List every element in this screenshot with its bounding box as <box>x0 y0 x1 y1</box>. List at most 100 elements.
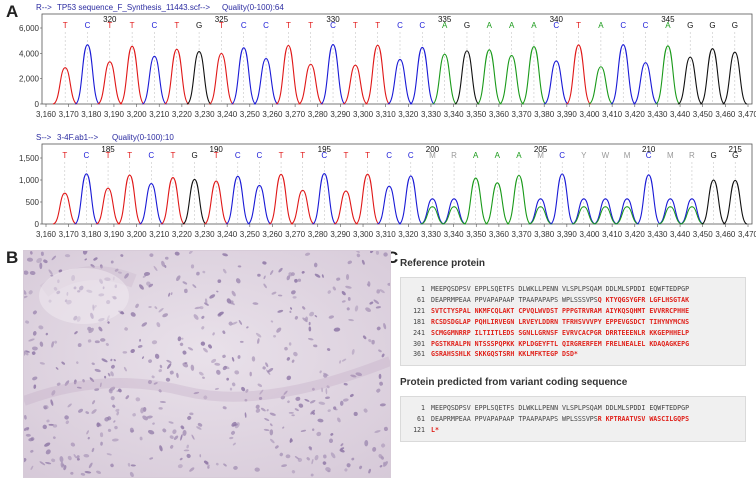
base-call-label: T <box>308 21 313 30</box>
cell-nucleus <box>285 454 291 459</box>
cell-nucleus <box>287 400 290 404</box>
base-call-label: G <box>710 151 716 160</box>
cell-nucleus <box>231 321 238 325</box>
base-call-label: A <box>509 21 515 30</box>
base-call-label: T <box>576 21 581 30</box>
cell-nucleus <box>92 400 96 405</box>
cell-nucleus <box>167 363 172 369</box>
cell-nucleus <box>60 461 64 468</box>
x-tick-label: 3,190 <box>104 230 125 239</box>
x-tick-label: 3,360 <box>489 230 510 239</box>
x-tick-label: 3,260 <box>262 110 283 119</box>
cell-nucleus <box>330 452 336 459</box>
cell-nucleus <box>135 303 139 309</box>
cell-nucleus <box>262 261 267 265</box>
x-tick-label: 3,390 <box>557 230 578 239</box>
x-tick-label: 3,350 <box>466 110 487 119</box>
cell-nucleus <box>91 409 97 414</box>
y-tick-label: 1,000 <box>19 176 40 185</box>
cell-nucleus <box>135 397 141 402</box>
trace-peak <box>52 192 77 225</box>
cell-nucleus <box>257 273 261 277</box>
x-tick-label: 3,160 <box>36 230 57 239</box>
base-call-label: C <box>152 21 158 30</box>
cell-nucleus <box>339 449 345 453</box>
cell-nucleus <box>222 253 228 257</box>
cell-nucleus <box>130 312 136 317</box>
cell-nucleus <box>196 426 202 430</box>
cell-nucleus <box>139 338 141 342</box>
trace-secondary-peak <box>528 206 553 225</box>
cell-nucleus <box>295 396 301 401</box>
trace-peak <box>320 44 346 105</box>
trace-peak <box>253 57 279 105</box>
cell-nucleus <box>70 442 76 447</box>
cell-nucleus <box>291 272 295 276</box>
cell-nucleus <box>365 307 371 312</box>
cell-nucleus <box>52 424 58 428</box>
cell-nucleus <box>82 379 85 383</box>
cell-nucleus <box>142 275 147 278</box>
bottom-trace-quality: Quality(0-100):10 <box>112 133 174 142</box>
cell-nucleus <box>30 465 34 470</box>
cell-nucleus <box>101 358 108 363</box>
cell-nucleus <box>84 471 92 474</box>
base-call-label: G <box>687 21 693 30</box>
cell-nucleus <box>379 289 385 294</box>
x-tick-label: 3,340 <box>444 110 465 119</box>
base-call-label: C <box>643 21 649 30</box>
cell-nucleus <box>39 362 45 365</box>
cell-nucleus <box>370 251 374 253</box>
cell-nucleus <box>222 330 226 335</box>
cell-nucleus <box>298 403 304 408</box>
base-call-label: G <box>709 21 715 30</box>
cell-nucleus <box>326 385 330 389</box>
cell-nucleus <box>125 395 130 400</box>
cell-nucleus <box>229 387 233 391</box>
cell-nucleus <box>197 422 203 427</box>
cell-nucleus <box>259 389 264 395</box>
trace-peak <box>203 180 229 225</box>
trace-frame <box>41 143 753 225</box>
cell-nucleus <box>322 461 327 465</box>
trace-peak <box>163 48 190 105</box>
reference-sequence-box: 1 MEEPQSDPSV EPPLSQETFS DLWKLLPENN VLSPLP… <box>400 277 746 367</box>
x-tick-label: 3,200 <box>127 110 148 119</box>
predicted-sequence-box: 1 MEEPQSDPSV EPPLSQETFS DLWKLLPENN VLSPLP… <box>400 396 746 443</box>
cell-nucleus <box>339 360 341 364</box>
base-call-label: T <box>63 21 68 30</box>
cell-nucleus <box>192 284 197 288</box>
trace-peak <box>565 44 592 105</box>
cell-nucleus <box>341 358 347 362</box>
base-call-label: T <box>279 151 284 160</box>
x-tick-label: 3,390 <box>557 110 578 119</box>
x-tick-label: 3,400 <box>579 230 600 239</box>
cell-nucleus <box>50 399 54 406</box>
cell-nucleus <box>327 409 331 412</box>
cell-nucleus <box>28 290 33 295</box>
x-tick-label: 3,360 <box>489 110 510 119</box>
x-tick-label: 3,220 <box>172 110 193 119</box>
cell-nucleus <box>130 348 135 354</box>
cell-nucleus <box>99 432 104 438</box>
x-tick-label: 3,380 <box>534 230 555 239</box>
x-tick-label: 3,350 <box>466 230 487 239</box>
cell-nucleus <box>59 456 64 463</box>
cell-nucleus <box>179 457 183 461</box>
cell-nucleus <box>208 344 212 349</box>
cell-nucleus <box>354 305 359 312</box>
cell-nucleus <box>65 420 69 425</box>
cell-nucleus <box>28 437 34 442</box>
cell-nucleus <box>46 419 50 423</box>
cell-nucleus <box>371 339 375 345</box>
x-tick-label: 3,170 <box>59 110 80 119</box>
base-call-label: G <box>732 151 738 160</box>
cell-nucleus <box>321 274 324 278</box>
cell-nucleus <box>184 288 188 294</box>
cell-nucleus <box>312 411 316 415</box>
cell-nucleus <box>231 357 235 362</box>
cell-nucleus <box>289 310 292 314</box>
cell-nucleus <box>159 445 163 452</box>
base-call-label: C <box>241 21 247 30</box>
cell-nucleus <box>58 269 63 273</box>
